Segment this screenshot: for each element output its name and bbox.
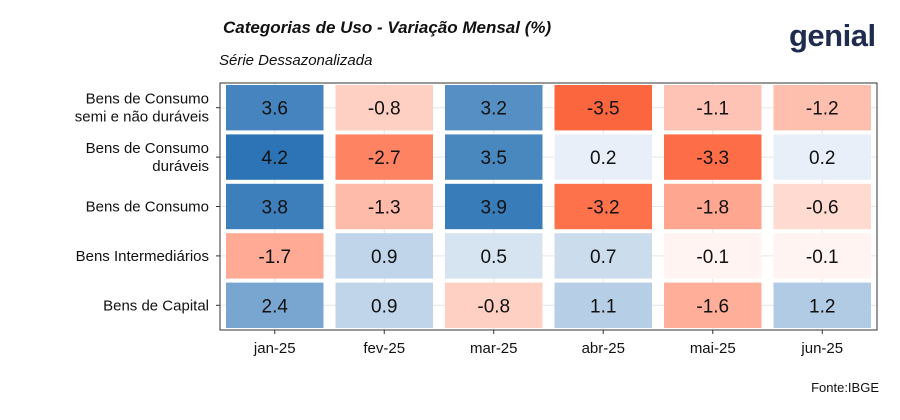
heatmap-cell xyxy=(226,85,324,131)
y-tick-label: Bens de Consumo xyxy=(86,199,209,216)
cell-value-label: -0.1 xyxy=(806,247,839,268)
heatmap-cell xyxy=(445,233,543,279)
heatmap-cell xyxy=(554,183,652,230)
cell-value-label: 3.5 xyxy=(481,148,507,169)
heatmap-cell xyxy=(554,282,652,328)
cell-value-label: 3.8 xyxy=(262,198,288,219)
cell-value-label: -3.5 xyxy=(587,99,620,120)
cell-value-label: -3.2 xyxy=(587,198,620,219)
heatmap-cell xyxy=(773,233,871,279)
cell-value-label: 0.5 xyxy=(481,247,507,268)
heatmap-cell xyxy=(226,134,324,180)
cell-value-label: 0.7 xyxy=(590,247,616,268)
heatmap-cell xyxy=(664,134,762,180)
heatmap-cell xyxy=(554,233,652,279)
heatmap-cell xyxy=(773,183,871,230)
heatmap-cell xyxy=(445,282,543,328)
cell-value-label: -1.3 xyxy=(368,198,401,219)
heatmap-cell xyxy=(773,85,871,131)
cell-value-label: 1.1 xyxy=(590,296,616,317)
y-tick-label: Bens de Capital xyxy=(103,297,209,314)
cell-value-label: -0.1 xyxy=(696,247,729,268)
heatmap-cell xyxy=(554,134,652,180)
source-note: Fonte:IBGE xyxy=(811,380,879,395)
heatmap-cell xyxy=(773,134,871,180)
cell-value-label: 0.2 xyxy=(590,148,616,169)
cell-value-label: 3.2 xyxy=(481,99,507,120)
x-tick-label: abr-25 xyxy=(582,340,625,357)
cell-value-label: -1.6 xyxy=(696,296,729,317)
heatmap-cell xyxy=(664,233,762,279)
heatmap-cell xyxy=(445,134,543,180)
cell-value-label: 4.2 xyxy=(262,148,288,169)
cell-value-label: -1.7 xyxy=(258,247,291,268)
y-tick-label: Bens de Consumo xyxy=(86,91,209,108)
heatmap-cell xyxy=(664,282,762,328)
y-tick-label: duráveis xyxy=(152,158,209,175)
genial-logo: genial xyxy=(789,18,876,53)
x-tick-label: mar-25 xyxy=(470,340,518,357)
cell-value-label: -1.8 xyxy=(696,198,729,219)
chart-title: Categorias de Uso - Variação Mensal (%) xyxy=(223,18,552,37)
cell-value-label: -0.8 xyxy=(368,99,401,120)
cell-value-label: 3.9 xyxy=(481,198,507,219)
cell-value-label: -0.8 xyxy=(477,296,510,317)
heatmap-cell xyxy=(445,85,543,131)
chart-subtitle: Série Dessazonalizada xyxy=(219,52,373,69)
heatmap-cell xyxy=(664,85,762,131)
x-tick-label: mai-25 xyxy=(690,340,736,357)
heatmap-cell xyxy=(445,183,543,230)
heatmap-cell xyxy=(335,134,433,180)
heatmap-cell xyxy=(335,85,433,131)
heatmap-cell xyxy=(226,282,324,328)
cell-value-label: 0.9 xyxy=(371,247,397,268)
y-tick-label: semi e não duráveis xyxy=(75,109,209,126)
cell-value-label: 0.2 xyxy=(809,148,835,169)
cell-value-label: 3.6 xyxy=(262,99,288,120)
cell-value-label: -2.7 xyxy=(368,148,401,169)
cell-value-label: 0.9 xyxy=(371,296,397,317)
heatmap-cell xyxy=(554,85,652,131)
x-tick-label: jun-25 xyxy=(800,340,843,357)
cell-value-label: 2.4 xyxy=(262,296,289,317)
heatmap-cell xyxy=(664,183,762,230)
cell-value-label: -1.1 xyxy=(696,99,729,120)
heatmap-cell xyxy=(335,233,433,279)
y-tick-label: Bens de Consumo xyxy=(86,140,209,157)
cell-value-label: -3.3 xyxy=(696,148,729,169)
y-tick-label: Bens Intermediários xyxy=(76,248,209,265)
x-tick-label: fev-25 xyxy=(363,340,405,357)
heatmap-cell xyxy=(226,183,324,230)
heatmap-cell xyxy=(335,183,433,230)
heatmap-cell xyxy=(335,282,433,328)
cell-value-label: -1.2 xyxy=(806,99,839,120)
heatmap-cell xyxy=(773,282,871,328)
heatmap-cell xyxy=(226,233,324,279)
cell-value-label: 1.2 xyxy=(809,296,835,317)
cell-value-label: -0.6 xyxy=(806,198,839,219)
x-tick-label: jan-25 xyxy=(253,340,296,357)
